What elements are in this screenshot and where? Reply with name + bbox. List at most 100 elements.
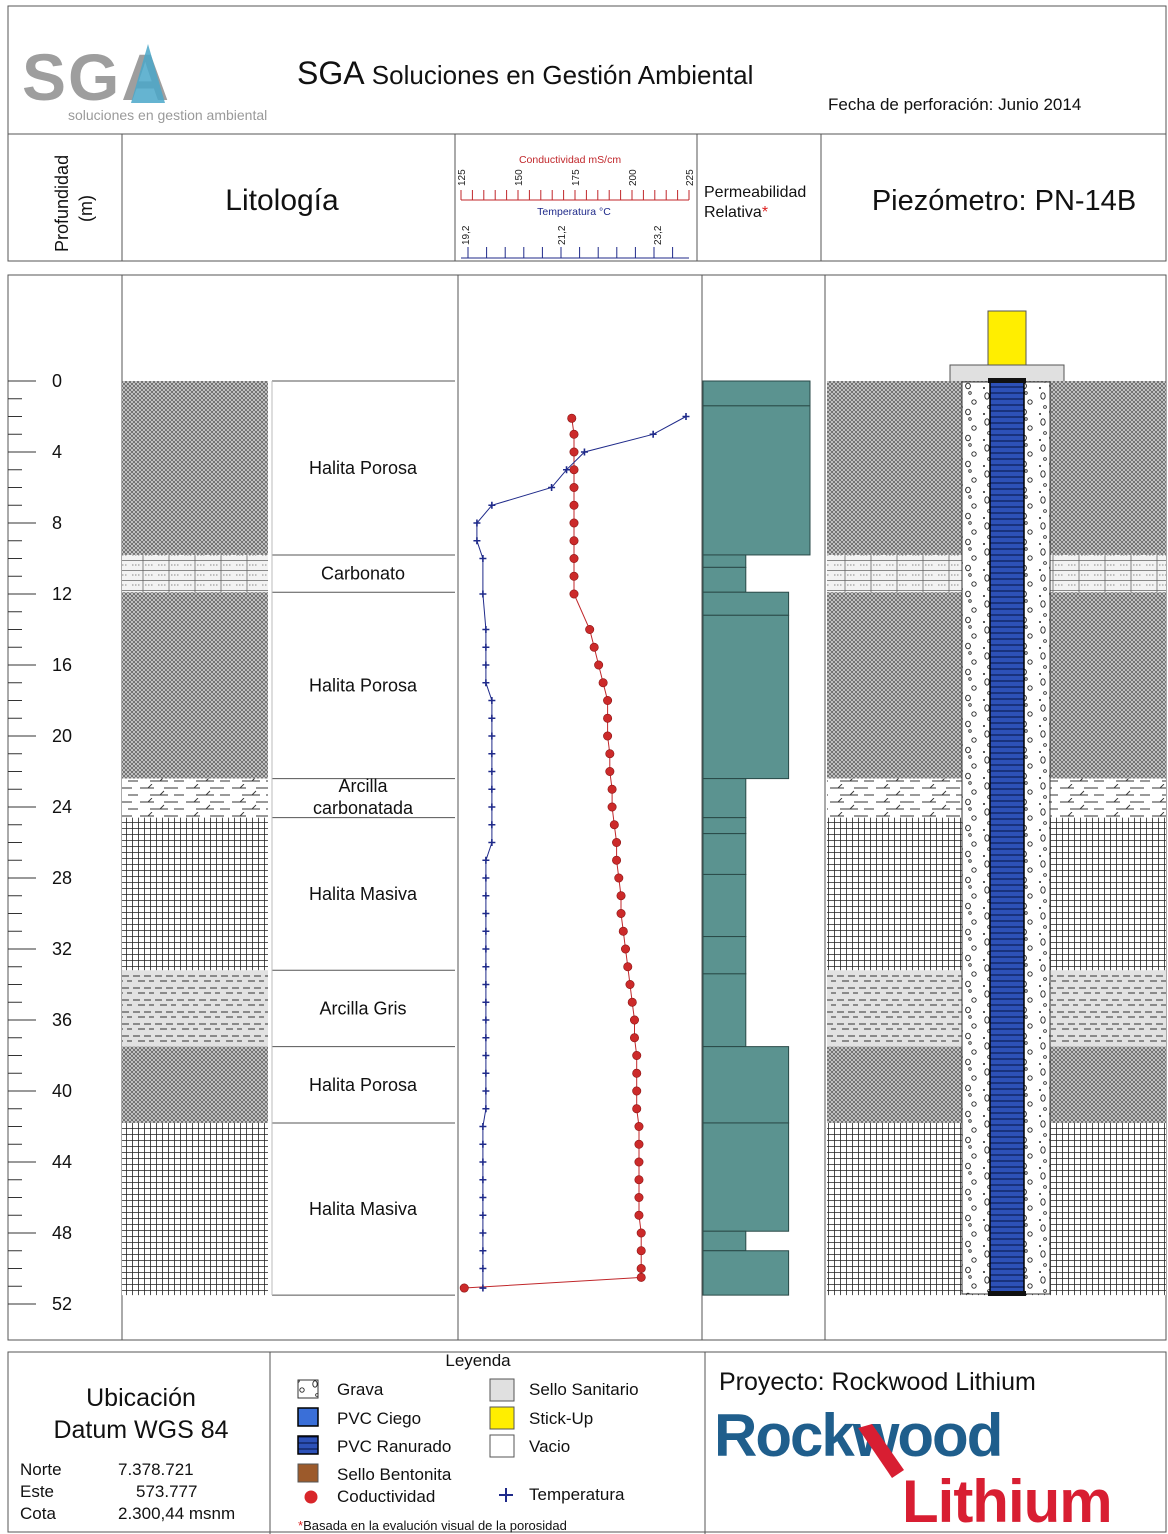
- temperature-point: [482, 626, 490, 633]
- permeability-bar: [702, 591, 790, 616]
- conductivity-point: [636, 1264, 646, 1274]
- depth-label: 44: [52, 1152, 72, 1172]
- lithology-unit-pattern: [122, 1046, 268, 1123]
- conductivity-point: [629, 1015, 639, 1025]
- lithology-column: [122, 381, 268, 1296]
- conductivity-point: [605, 749, 615, 759]
- temperature-point: [488, 839, 496, 846]
- temperature-point: [479, 1211, 487, 1219]
- vacio-icon: [489, 1434, 515, 1458]
- column-header-frame: [7, 133, 1167, 262]
- rockwood-logo-word: Rockwood: [714, 1402, 1001, 1469]
- legend-label-pvc-ranurado: PVC Ranurado: [337, 1437, 451, 1456]
- conductivity-point: [636, 1228, 646, 1238]
- lithology-label: carbonatada: [313, 798, 414, 818]
- conductivity-point: [605, 766, 615, 776]
- temperature-point: [488, 803, 496, 811]
- permeability-bar: [702, 1046, 790, 1124]
- legend-footnote: *Basada en la evalución visual de la por…: [298, 1518, 567, 1533]
- temperature-point: [479, 1247, 487, 1255]
- temperature-point: [479, 1176, 487, 1184]
- permeability-bar: [702, 1230, 747, 1252]
- permeability-bar: [702, 873, 747, 938]
- temperature-point: [482, 1052, 490, 1059]
- temperature-point: [479, 1229, 487, 1237]
- temperature-point: [482, 1069, 490, 1077]
- temperature-point: [482, 1087, 490, 1095]
- conductivity-point: [614, 873, 624, 883]
- conductivity-point: [569, 536, 579, 546]
- permeability-bar: [702, 936, 747, 975]
- lithology-label: Halita Masiva: [309, 884, 418, 904]
- temperature-point: [479, 1284, 487, 1292]
- conductivity-point: [603, 731, 613, 741]
- temperature-point: [482, 874, 490, 882]
- temperature-point: [488, 821, 496, 829]
- lithology-unit-pattern: [122, 381, 268, 555]
- conductivity-point: [629, 1033, 639, 1043]
- temperature-point: [482, 963, 490, 971]
- conductivity-point: [612, 837, 622, 847]
- conductivity-point: [634, 1122, 644, 1132]
- conductivity-point: [632, 1051, 642, 1061]
- sga-logo-tagline: soluciones en gestion ambiental: [68, 107, 267, 123]
- temperature-point: [488, 732, 496, 740]
- conductivity-point: [636, 1246, 646, 1256]
- legend-label-vacio: Vacio: [529, 1437, 570, 1456]
- temperature-point: [682, 413, 690, 420]
- depth-label: 36: [52, 1010, 72, 1030]
- legend-label-pvc-ciego: PVC Ciego: [337, 1409, 421, 1428]
- temperature-point: [482, 927, 490, 935]
- legend-label-grava: Grava: [337, 1380, 384, 1399]
- lithology-labels: Halita Porosa Carbonato Halita Porosa Arcil…: [271, 380, 455, 1296]
- legend: Leyenda Grava PVC Ciego PVC Ranurado Sel…: [297, 1351, 639, 1533]
- conductivity-point: [634, 1157, 644, 1167]
- rockwood-lithium-logo: Rockwood Lithium: [714, 1402, 1113, 1534]
- depth-label: 12: [52, 584, 72, 604]
- temperature-point: [479, 590, 487, 598]
- conductivity-point: [585, 624, 595, 634]
- conductivity-point: [569, 429, 579, 439]
- sello-sanitario-icon: [489, 1378, 515, 1402]
- casing-top-cap: [988, 378, 1026, 383]
- conductivity-point: [603, 713, 613, 723]
- conductivity-tick-label: 200: [628, 169, 639, 186]
- lithology-unit-pattern: [122, 592, 268, 779]
- sga-logo-triangle-icon: [131, 44, 165, 103]
- conductivity-point: [621, 944, 631, 954]
- temperature-scale: Temperatura °C 19,2 21,2 23,2: [461, 206, 689, 259]
- depth-column-unit: (m): [76, 195, 96, 222]
- depth-label: 40: [52, 1081, 72, 1101]
- temperature-marker-icon: [499, 1488, 513, 1502]
- conductivity-point: [632, 1104, 642, 1114]
- lithology-label: Halita Porosa: [309, 675, 418, 695]
- company-name-prefix: SGA: [297, 55, 365, 91]
- lithology-unit-pattern: [122, 554, 268, 593]
- temperature-point: [488, 750, 496, 758]
- depth-label: 32: [52, 939, 72, 959]
- location-elevation-value: 2.300,44 msnm: [118, 1504, 235, 1523]
- bentonite-icon: [297, 1463, 319, 1483]
- conductivity-point: [603, 695, 613, 705]
- legend-label-bentonita: Sello Bentonita: [337, 1465, 452, 1484]
- lithology-label: Carbonato: [321, 564, 405, 584]
- piezometer-title: Piezómetro: PN-14B: [872, 185, 1136, 217]
- sga-logo: SGA soluciones en gestion ambiental: [22, 40, 267, 123]
- temperature-point: [479, 1140, 487, 1148]
- conductivity-point: [567, 413, 577, 423]
- pvc-ranurado-icon: [297, 1435, 319, 1455]
- conductivity-point: [607, 802, 617, 812]
- legend-footnote-asterisk: *: [298, 1518, 303, 1533]
- conductivity-marker-icon: [304, 1490, 318, 1504]
- conductivity-point: [632, 1068, 642, 1078]
- depth-label: 4: [52, 442, 62, 462]
- conductivity-scale-label: Conductividad mS/cm: [519, 154, 621, 166]
- temperature-point: [482, 643, 490, 651]
- conductivity-point: [625, 979, 635, 989]
- depth-label: 16: [52, 655, 72, 675]
- lithology-unit-pattern: [122, 970, 268, 1047]
- temperature-point: [488, 697, 496, 704]
- conductivity-point: [616, 908, 626, 918]
- conductivity-tick-label: 175: [571, 169, 582, 186]
